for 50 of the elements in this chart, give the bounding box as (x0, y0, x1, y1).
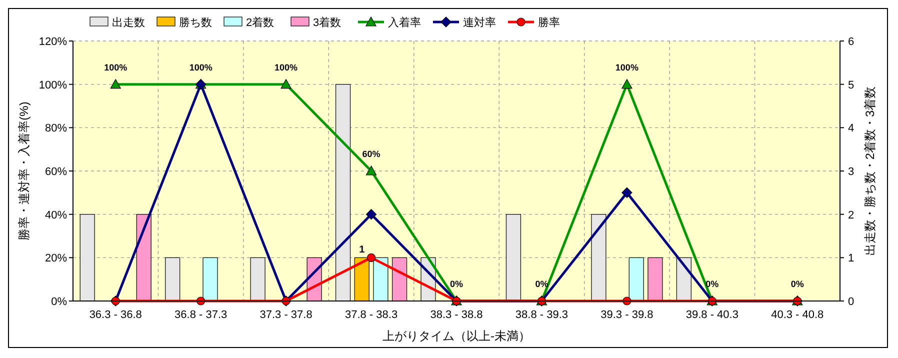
data-label: 100% (274, 62, 298, 72)
y2-axis-title: 出走数・勝ち数・2着数・3着数 (863, 86, 877, 256)
x-tick-label: 39.3 - 39.8 (600, 309, 654, 321)
x-tick-label: 37.3 - 37.8 (260, 309, 312, 321)
y2-tick-label: 2 (848, 209, 854, 222)
y-tick-label: 20% (44, 252, 68, 265)
x-tick-label: 36.8 - 37.3 (174, 309, 228, 321)
point (366, 209, 377, 220)
y-tick-label: 60% (44, 166, 68, 178)
x-tick-label: 38.8 - 39.3 (515, 309, 568, 321)
x-tick-label: 36.3 - 36.8 (89, 309, 142, 321)
x-axis-title: 上がりタイム（以上-未満） (382, 329, 530, 343)
data-label: 100% (104, 62, 128, 72)
legend-label: 入着率 (388, 16, 421, 29)
point (622, 79, 632, 89)
y-tick-label: 0% (51, 296, 68, 308)
legend-label: 3着数 (313, 16, 342, 29)
data-label: 60% (362, 149, 380, 159)
point (280, 79, 292, 89)
x-tick-label: 39.8 - 40.3 (686, 309, 738, 321)
data-label: 0% (706, 279, 719, 289)
data-label: 100% (189, 62, 212, 72)
data-label: 100% (615, 62, 638, 72)
y-axis-title: 勝率・連対率・入着率(%) (17, 102, 31, 240)
y2-tick-label: 1 (848, 252, 854, 265)
y-tick-label: 100% (38, 79, 68, 92)
data-label: 0% (535, 279, 548, 289)
y-tick-label: 80% (44, 122, 68, 135)
point (366, 166, 377, 176)
x-tick-label: 38.3 - 38.8 (430, 309, 483, 321)
data-label: 1 (359, 244, 366, 256)
data-label: 0% (790, 279, 804, 289)
y2-tick-label: 0 (848, 296, 854, 308)
y-tick-label: 120% (38, 36, 68, 48)
x-tick-label: 37.8 - 38.3 (344, 309, 398, 321)
y2-tick-label: 6 (848, 36, 854, 48)
point (622, 187, 632, 198)
legend-label: 出走数 (112, 16, 145, 29)
y-tick-label: 40% (44, 209, 68, 222)
y2-tick-label: 5 (848, 79, 854, 92)
x-tick-label: 40.3 - 40.8 (771, 309, 824, 321)
y2-tick-label: 3 (848, 166, 854, 178)
legend-label: 2着数 (246, 16, 274, 29)
point (366, 253, 376, 262)
data-label: 0% (450, 279, 464, 289)
legend-label: 勝率 (538, 16, 560, 29)
legend-label: 勝ち数 (179, 17, 212, 29)
point (110, 79, 121, 89)
y2-tick-label: 4 (848, 122, 854, 135)
legend-label: 連対率 (463, 16, 496, 29)
